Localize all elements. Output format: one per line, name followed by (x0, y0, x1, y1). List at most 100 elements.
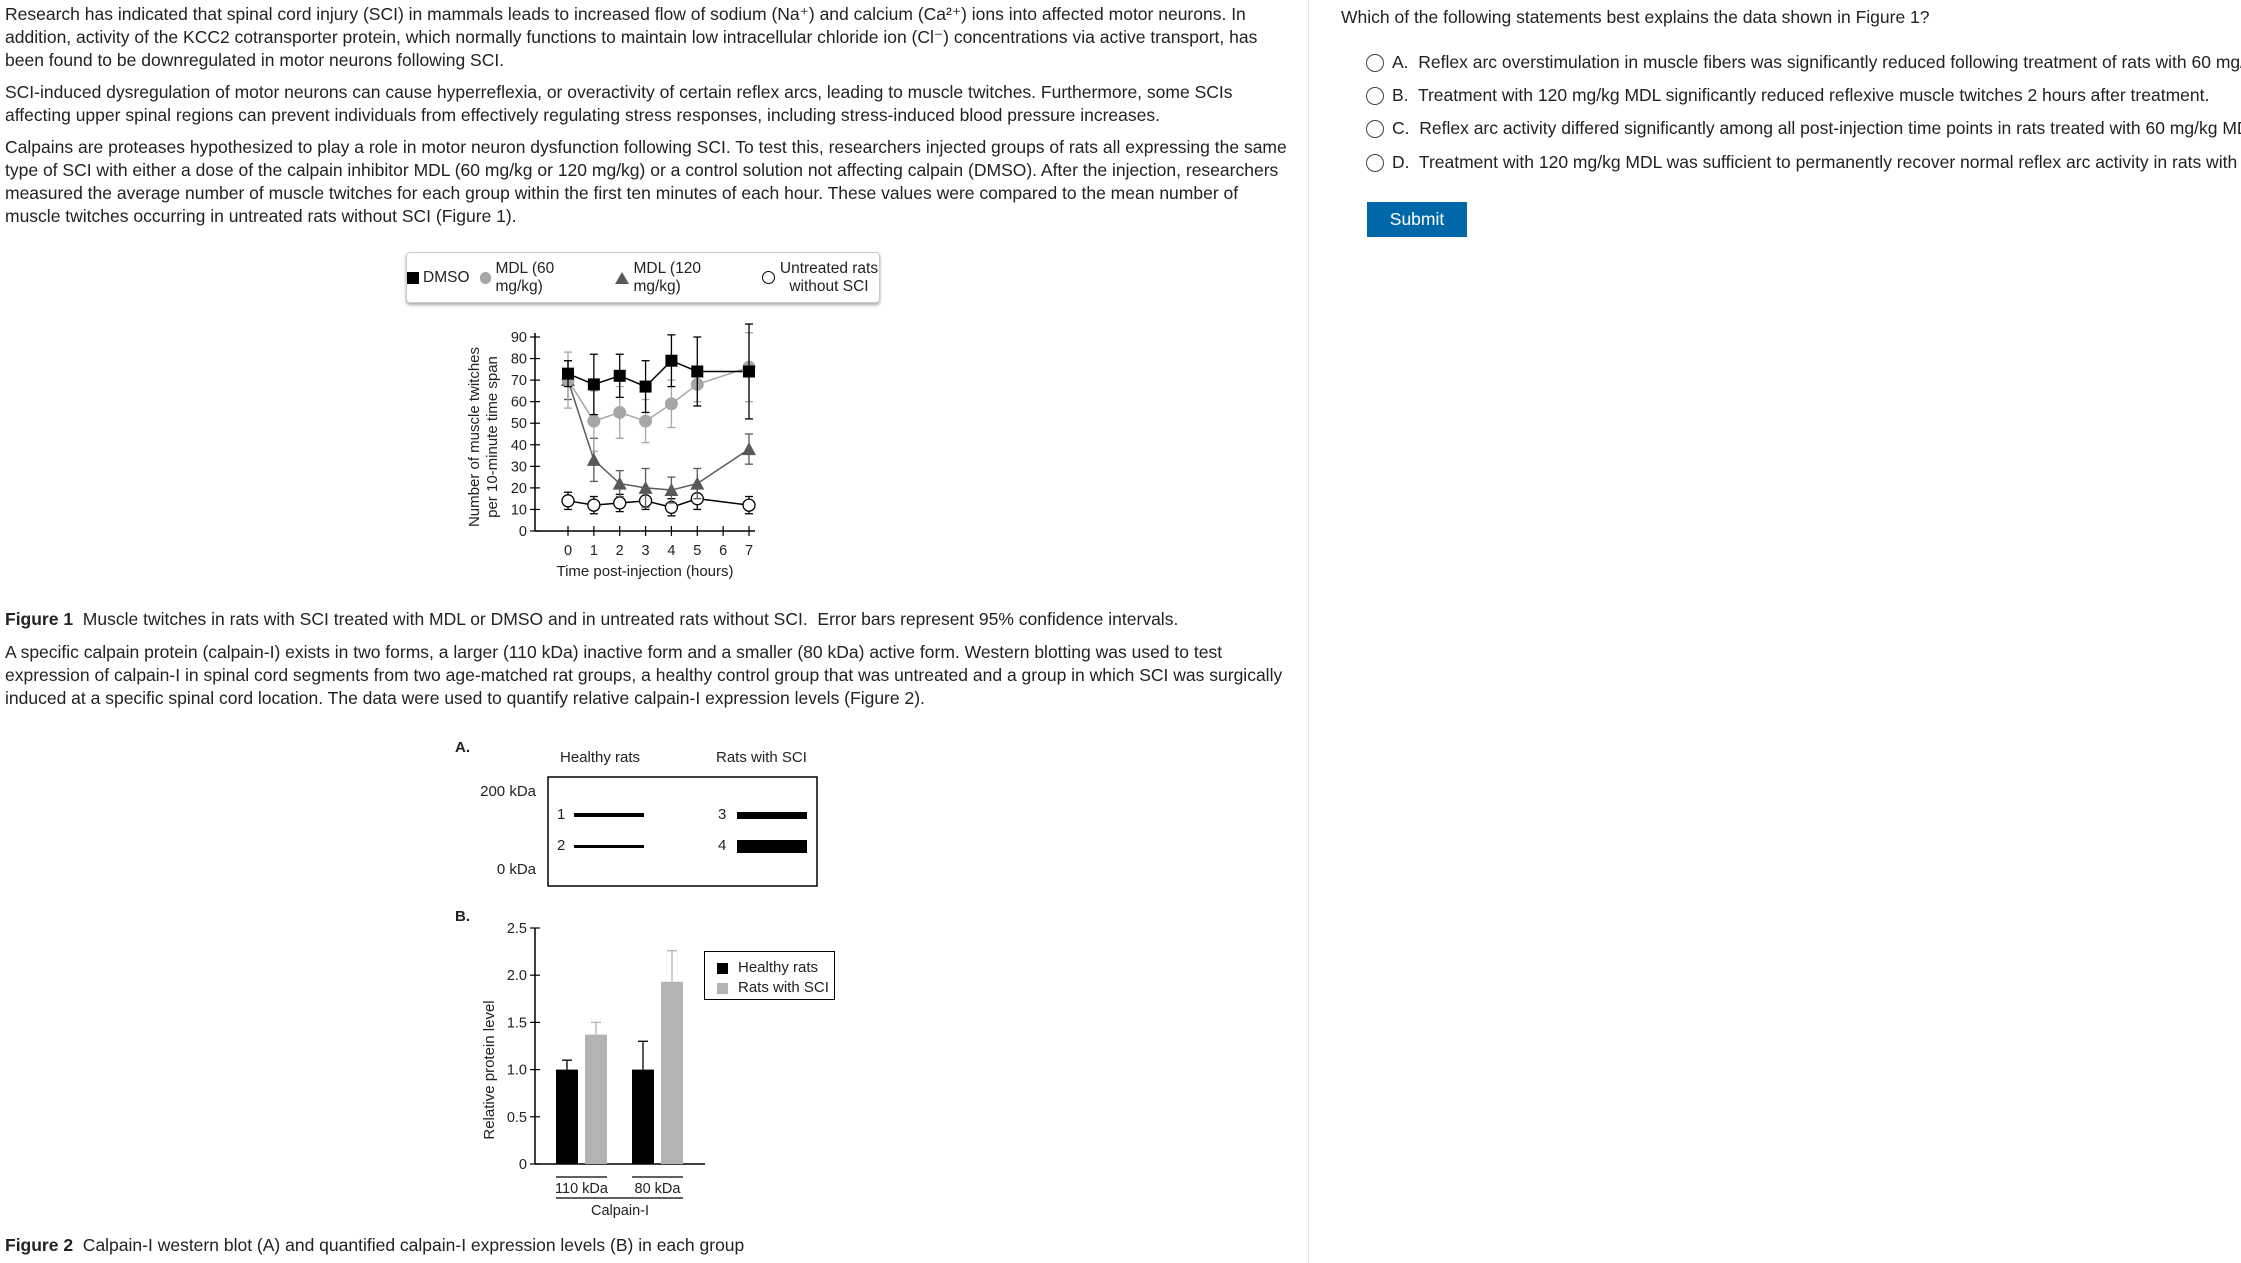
y-tick-label: 10 (511, 502, 527, 518)
series-line (567, 379, 750, 491)
radio-button[interactable] (1366, 86, 1384, 105)
passage-paragraph-4: A specific calpain protein (calpain-I) e… (5, 642, 1283, 708)
data-point-triangle (690, 476, 705, 490)
lane-4-label: 4 (718, 837, 727, 854)
y-axis-label: per 10-minute time span (484, 356, 501, 518)
figure2-caption: Figure 2 Calpain-I western blot (A) and … (5, 1235, 745, 1255)
data-point-open-circle (742, 498, 756, 512)
data-point-open-circle (561, 494, 575, 508)
answer-option-c[interactable]: C. Reflex arc activity differed signific… (1366, 118, 2241, 139)
legend-item-dmso: DMSO (407, 269, 470, 287)
blot-frame (547, 776, 818, 887)
x-tick-label: 0 (564, 543, 572, 559)
y-tick-label: 2.0 (507, 968, 527, 984)
radio-button[interactable] (1366, 153, 1384, 172)
figure1-caption: Figure 1 Muscle twitches in rats with SC… (5, 609, 1179, 629)
lane-2-label: 2 (557, 837, 566, 854)
data-point-square (639, 380, 652, 393)
y-tick-label: 50 (511, 416, 527, 432)
open-circle-marker-icon (762, 271, 775, 284)
data-point-square (613, 369, 626, 382)
y-tick-label: 0.5 (507, 1110, 527, 1126)
y-tick-label: 20 (511, 481, 527, 497)
lane-1-label: 1 (557, 806, 566, 823)
x-tick-label: 4 (667, 543, 675, 559)
answer-option-a[interactable]: A. Reflex arc overstimulation in muscle … (1366, 52, 2241, 73)
figure1-legend: DMSO MDL (60 mg/kg) MDL (120 mg/kg) Untr… (406, 252, 880, 303)
square-marker-icon (407, 271, 419, 284)
data-point-circle (664, 397, 678, 411)
series-line (567, 366, 750, 422)
y-axis-label: Relative protein level (481, 1000, 498, 1139)
bar-sci (585, 1034, 607, 1164)
category-label: 80 kDa (635, 1181, 682, 1197)
data-point-circle (613, 405, 627, 419)
y-tick-label: 40 (511, 438, 527, 454)
blot-band-4 (737, 840, 807, 853)
y-tick-label: 60 (511, 395, 527, 411)
figures-canvas: 0 10 20 30 40 50 60 70 80 90 0 1 2 3 4 5 6 7 Time post-inj… (466, 323, 818, 1219)
triangle-marker-icon (615, 271, 630, 284)
y-tick-label: 70 (511, 373, 527, 389)
bar-healthy (556, 1069, 578, 1164)
y-tick-label: 2.5 (507, 921, 527, 937)
x-tick-label: 5 (693, 543, 701, 559)
y-tick-label: 80 (511, 352, 527, 368)
data-point-triangle (612, 476, 627, 490)
blot-label-healthy: Healthy rats (560, 749, 641, 766)
x-tick-label: 6 (719, 543, 727, 559)
question-prompt: Which of the following statements best e… (1341, 7, 1930, 27)
data-point-square (562, 367, 574, 380)
data-point-square (691, 365, 704, 378)
y-tick-label: 90 (511, 330, 527, 346)
data-point-open-circle (613, 496, 627, 510)
passage-paragraph-1: Research has indicated that spinal cord … (5, 4, 1258, 70)
figure2a-panel-label: A. (455, 739, 470, 756)
data-point-circle (587, 414, 601, 428)
circle-marker-icon (479, 271, 492, 284)
answer-option-b[interactable]: B. Treatment with 120 mg/kg MDL signific… (1366, 85, 2209, 106)
x-axis-label: Time post-injection (hours) (556, 563, 733, 580)
blot-band-2 (574, 845, 644, 848)
figure2b-legend: Healthy rats Rats with SCI (704, 951, 835, 1000)
lane-3-label: 3 (718, 806, 727, 823)
blot-label-sci: Rats with SCI (716, 749, 807, 766)
swatch-icon (717, 962, 728, 974)
y-tick-label: 1.5 (507, 1015, 527, 1031)
data-point-open-circle (587, 498, 601, 512)
legend-item-healthy: Healthy rats (717, 958, 834, 978)
data-point-triangle (742, 442, 756, 456)
marker-0kda: 0 kDa (496, 861, 536, 878)
legend-item-mdl120: MDL (120 mg/kg) (615, 260, 752, 296)
panel-divider (1308, 0, 1309, 1263)
legend-item-mdl60: MDL (60 mg/kg) (479, 260, 606, 296)
y-tick-label: 30 (511, 459, 527, 475)
data-point-triangle (638, 480, 653, 494)
x-axis-label: Calpain-I (591, 1203, 649, 1219)
swatch-icon (717, 982, 728, 994)
y-tick-label: 1.0 (507, 1063, 527, 1079)
data-point-triangle (664, 483, 679, 497)
blot-band-3 (737, 812, 807, 819)
radio-button[interactable] (1366, 53, 1384, 72)
answer-option-d[interactable]: D. Treatment with 120 mg/kg MDL was suff… (1366, 152, 2241, 173)
bar-sci (661, 981, 683, 1164)
data-point-square (587, 378, 600, 391)
marker-200kda: 200 kDa (480, 783, 536, 800)
legend-item-sci: Rats with SCI (717, 978, 834, 998)
y-tick-label: 0 (519, 524, 527, 540)
x-tick-label: 3 (642, 543, 650, 559)
legend-item-untreated: Untreated rats without SCI (762, 260, 879, 296)
passage-paragraph-2: SCI-induced dysregulation of motor neuro… (5, 82, 1233, 125)
y-axis-label: Number of muscle twitches (466, 347, 483, 527)
data-point-triangle (586, 452, 601, 466)
x-tick-label: 1 (590, 543, 598, 559)
submit-button[interactable]: Submit (1367, 202, 1467, 237)
category-label: 110 kDa (555, 1181, 609, 1197)
x-tick-label: 2 (616, 543, 624, 559)
data-point-square (665, 354, 678, 367)
data-point-circle (639, 414, 653, 428)
radio-button[interactable] (1366, 119, 1384, 138)
x-tick-label: 7 (745, 543, 753, 559)
bar-healthy (632, 1069, 654, 1164)
